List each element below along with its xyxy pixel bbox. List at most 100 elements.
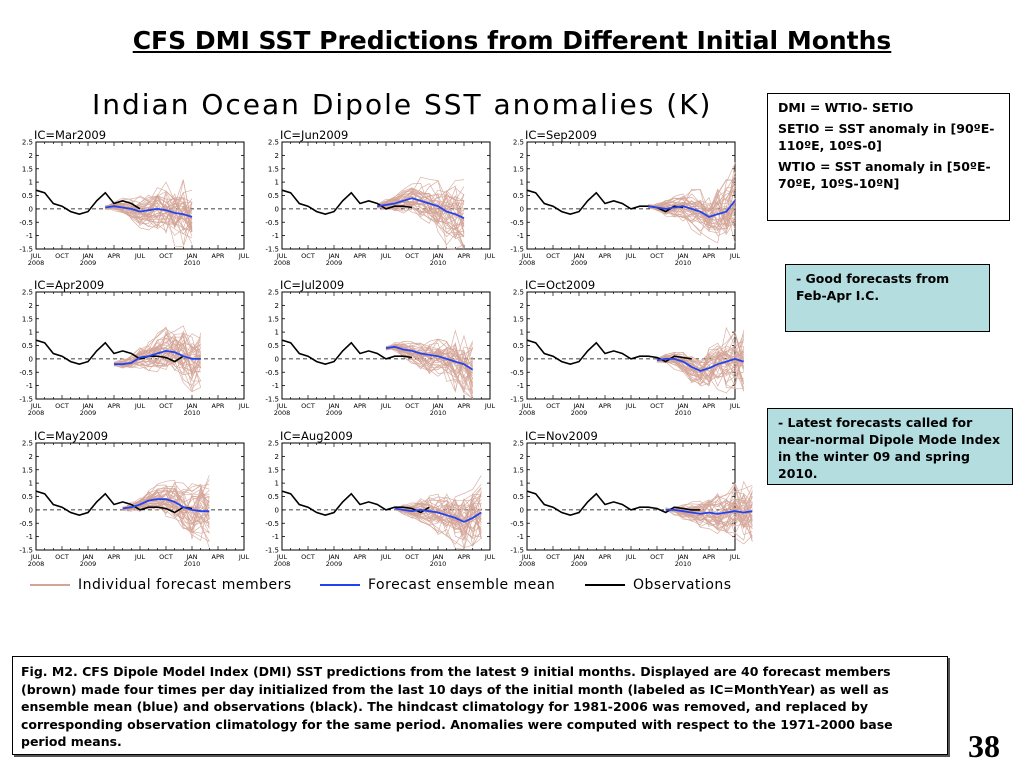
x-tick-label: JUL bbox=[625, 553, 637, 561]
ensemble-mean-line bbox=[114, 349, 201, 366]
panel-title: IC=Sep2009 bbox=[525, 128, 597, 142]
figure-caption: Fig. M2. CFS Dipole Model Index (DMI) SS… bbox=[12, 656, 948, 755]
y-tick-label: 0.5 bbox=[513, 493, 524, 501]
forecast-member-line bbox=[648, 196, 736, 244]
x-tick-label: JUL bbox=[134, 553, 146, 561]
x-tick-label: JAN bbox=[327, 402, 339, 410]
y-tick-label: -0.5 bbox=[510, 520, 524, 528]
x-tick-label: OCT bbox=[650, 402, 664, 410]
forecast-member-line bbox=[385, 341, 474, 370]
x-tick-label: OCT bbox=[650, 553, 664, 561]
year-label: 2010 bbox=[184, 259, 201, 267]
x-tick-label: JAN bbox=[431, 553, 443, 561]
y-tick-label: -1 bbox=[26, 232, 33, 240]
year-label: 2010 bbox=[675, 259, 692, 267]
year-label: 2009 bbox=[326, 259, 343, 267]
x-tick-label: OCT bbox=[405, 252, 419, 260]
x-tick-label: JAN bbox=[572, 252, 584, 260]
x-tick-label: JUL bbox=[484, 402, 496, 410]
plot-frame bbox=[281, 442, 491, 551]
x-tick-label: JUL bbox=[276, 252, 288, 260]
year-label: 2008 bbox=[274, 259, 291, 267]
x-tick-label: JAN bbox=[572, 402, 584, 410]
y-tick-label: 1 bbox=[520, 329, 524, 337]
y-tick-label: 2.5 bbox=[513, 289, 524, 297]
ensemble-mean-line bbox=[394, 507, 482, 523]
forecast-member-line bbox=[105, 198, 193, 235]
x-tick-label: JAN bbox=[572, 553, 584, 561]
definition-dmi: DMI = WTIO- SETIO bbox=[778, 100, 914, 115]
plot-frame bbox=[35, 291, 245, 400]
x-tick-label: OCT bbox=[159, 553, 173, 561]
y-tick-label: 1 bbox=[29, 480, 33, 488]
year-label: 2010 bbox=[430, 409, 447, 417]
x-tick-label: APR bbox=[354, 402, 367, 410]
y-tick-label: 1.5 bbox=[268, 466, 279, 474]
panel-title: IC=May2009 bbox=[34, 429, 108, 443]
year-label: 2008 bbox=[519, 259, 536, 267]
forecast-member-line bbox=[113, 339, 201, 367]
y-tick-label: -1 bbox=[26, 533, 33, 541]
year-label: 2010 bbox=[430, 560, 447, 568]
y-tick-label: 0 bbox=[520, 506, 524, 514]
y-tick-label: -1 bbox=[26, 382, 33, 390]
y-tick-label: -1.5 bbox=[265, 547, 279, 555]
forecast-member-line bbox=[656, 354, 744, 390]
y-tick-label: 2 bbox=[520, 453, 524, 461]
y-tick-label: -0.5 bbox=[265, 219, 279, 227]
y-tick-label: -1 bbox=[517, 232, 524, 240]
forecast-member-line bbox=[385, 348, 474, 379]
forecast-member-line bbox=[394, 495, 482, 515]
x-tick-label: JAN bbox=[676, 402, 688, 410]
observations-line bbox=[35, 189, 141, 216]
y-tick-label: 0.5 bbox=[268, 192, 279, 200]
y-tick-label: -0.5 bbox=[510, 219, 524, 227]
y-tick-label: 1 bbox=[275, 329, 279, 337]
x-tick-label: OCT bbox=[159, 402, 173, 410]
forecast-member-line bbox=[105, 199, 193, 229]
year-label: 2009 bbox=[326, 409, 343, 417]
y-tick-label: 2 bbox=[275, 302, 279, 310]
x-tick-label: JUL bbox=[625, 402, 637, 410]
x-tick-label: JUL bbox=[276, 402, 288, 410]
definition-wtio: WTIO = SST anomaly in [50ºE-70ºE, 10ºS-1… bbox=[778, 159, 991, 191]
legend-obs-label: Observations bbox=[633, 577, 732, 593]
ensemble-mean-line bbox=[377, 197, 465, 220]
x-tick-label: JAN bbox=[676, 553, 688, 561]
x-tick-label: APR bbox=[108, 553, 121, 561]
y-tick-label: 1.5 bbox=[268, 165, 279, 173]
x-tick-label: APR bbox=[599, 553, 612, 561]
x-tick-label: APR bbox=[703, 553, 716, 561]
y-tick-label: 1 bbox=[275, 480, 279, 488]
forecast-member-line bbox=[394, 475, 482, 517]
x-tick-label: JUL bbox=[380, 252, 392, 260]
y-tick-label: 2 bbox=[29, 453, 33, 461]
observations-line bbox=[35, 490, 193, 517]
y-tick-label: 0 bbox=[29, 205, 33, 213]
x-tick-label: APR bbox=[599, 402, 612, 410]
x-tick-label: OCT bbox=[301, 553, 315, 561]
y-tick-label: -1.5 bbox=[265, 246, 279, 254]
x-tick-label: APR bbox=[703, 252, 716, 260]
x-tick-label: JAN bbox=[327, 553, 339, 561]
forecast-member-line bbox=[377, 201, 465, 234]
forecast-member-line bbox=[113, 354, 202, 393]
plot-frame bbox=[35, 442, 245, 551]
x-tick-label: JAN bbox=[185, 402, 197, 410]
y-tick-label: 1.5 bbox=[513, 315, 524, 323]
y-tick-label: 2.5 bbox=[513, 139, 524, 147]
ensemble-mean-line bbox=[122, 498, 210, 513]
y-tick-label: 1 bbox=[520, 179, 524, 187]
x-tick-label: JAN bbox=[676, 252, 688, 260]
forecast-member-line bbox=[385, 342, 473, 373]
x-tick-label: JUL bbox=[380, 553, 392, 561]
y-tick-label: -1 bbox=[272, 232, 279, 240]
year-label: 2009 bbox=[80, 259, 97, 267]
x-tick-label: JAN bbox=[81, 402, 93, 410]
y-tick-label: 0 bbox=[29, 355, 33, 363]
ensemble-mean-line bbox=[385, 345, 474, 371]
y-tick-label: 1 bbox=[29, 329, 33, 337]
definition-setio: SETIO = SST anomaly in [90ºE-110ºE, 10ºS… bbox=[778, 121, 995, 153]
year-label: 2009 bbox=[326, 560, 343, 568]
